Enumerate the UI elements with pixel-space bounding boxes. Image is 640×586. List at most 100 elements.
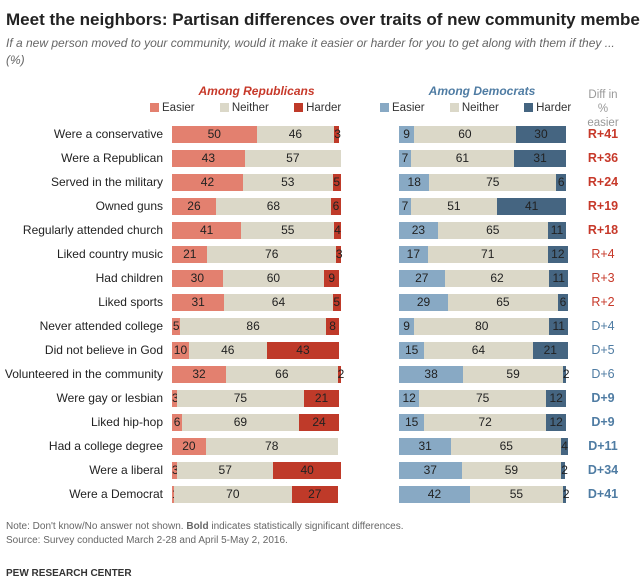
dem-neither-bar: 75 [429, 174, 557, 191]
rep-harder-bar: 43 [266, 342, 340, 359]
dem-harder-bar: 6 [557, 294, 568, 311]
dem-neither-bar: 59 [463, 366, 563, 383]
rep-neither-bar: 86 [180, 318, 326, 335]
legend-label: Easier [392, 102, 425, 114]
rep-easier-bar: 31 [172, 294, 225, 311]
dem-easier-bar: 15 [399, 414, 425, 431]
diff-value: R+2 [591, 295, 615, 309]
rep-neither-bar: 46 [256, 126, 335, 143]
dem-neither-bar: 71 [427, 246, 548, 263]
row-label: Were a Republican [61, 151, 163, 165]
rep-harder-bar: 21 [303, 390, 340, 407]
note-bold: Bold [186, 521, 209, 532]
dem-neither-bar: 64 [424, 342, 533, 359]
diff-value: D+6 [591, 367, 615, 381]
row-label: Liked hip-hop [90, 415, 163, 429]
rep-harder-bar: 3 [334, 126, 341, 143]
rep-neither-bar: 57 [244, 150, 341, 167]
row-label: Had a college degree [48, 439, 163, 453]
legend-swatch [219, 103, 229, 112]
legend-rep: Easier Neither Harder [150, 102, 341, 114]
dem-neither-bar: 75 [419, 390, 547, 407]
dem-easier-bar: 7 [399, 198, 411, 215]
row-label: Never attended college [39, 319, 163, 333]
dem-easier-bar: 23 [399, 222, 438, 239]
diff-value: R+3 [591, 271, 615, 285]
rep-easier-bar: 50 [172, 126, 257, 143]
rep-harder-bar: 24 [298, 414, 340, 431]
dem-harder-bar: 41 [497, 198, 567, 215]
note-text: indicates statistically significant diff… [208, 521, 404, 532]
dem-easier-bar: 17 [399, 246, 428, 263]
source: Source: Survey conducted March 2-28 and … [6, 535, 288, 546]
diff-value: R+36 [587, 151, 619, 165]
rep-neither-bar: 69 [182, 414, 299, 431]
row-label: Liked sports [98, 295, 163, 309]
diff-value: D+9 [591, 415, 615, 429]
dem-easier-bar: 9 [399, 318, 415, 335]
rep-neither-bar: 66 [226, 366, 338, 383]
rep-easier-bar: 10 [172, 342, 189, 359]
legend-label: Neither [461, 102, 499, 114]
dem-easier-bar: 37 [399, 462, 462, 479]
dem-neither-bar: 62 [444, 270, 550, 287]
rep-neither-bar: 60 [222, 270, 325, 287]
rep-neither-bar: 57 [177, 462, 274, 479]
dem-harder-bar: 2 [562, 486, 570, 503]
legend-label: Easier [162, 102, 195, 114]
dem-harder-bar: 31 [513, 150, 567, 167]
rep-harder-bar: 27 [291, 486, 338, 503]
chart-title: Meet the neighbors: Partisan differences… [6, 10, 640, 29]
rep-neither-bar: 78 [205, 438, 338, 455]
dem-easier-bar: 29 [399, 294, 448, 311]
row-label: Had children [95, 271, 163, 285]
rep-harder-bar: 4 [334, 222, 341, 239]
dem-neither-bar: 59 [461, 462, 562, 479]
row-label: Liked country music [56, 247, 163, 261]
chart-subtitle: If a new person moved to your community,… [6, 36, 615, 67]
dem-neither-bar: 65 [448, 294, 558, 311]
rep-harder-bar: 2 [337, 366, 345, 383]
rep-easier-bar: 30 [172, 270, 223, 287]
dem-easier-bar: 15 [399, 342, 425, 359]
rep-neither-bar: 68 [215, 198, 331, 215]
rep-neither-bar: 70 [173, 486, 292, 503]
dem-easier-bar: 42 [399, 486, 470, 503]
rep-neither-bar: 75 [177, 390, 304, 407]
row-label: Owned guns [95, 199, 163, 213]
dem-harder-bar: 11 [549, 270, 568, 287]
dem-harder-bar: 21 [532, 342, 568, 359]
dem-easier-bar: 31 [399, 438, 452, 455]
rep-harder-bar: 3 [335, 246, 343, 263]
rep-easier-bar: 3 [172, 462, 179, 479]
rep-harder-bar: 5 [332, 174, 341, 191]
row-label: Served in the military [50, 175, 163, 189]
dem-neither-bar: 51 [410, 198, 498, 215]
dem-neither-bar: 55 [469, 486, 563, 503]
dem-harder-bar: 12 [547, 246, 568, 263]
rep-easier-bar: 5 [172, 318, 181, 335]
rep-neither-bar: 76 [207, 246, 336, 263]
rep-easier-bar: 43 [172, 150, 245, 167]
dem-harder-bar: 11 [549, 318, 568, 335]
diff-value: D+9 [591, 391, 615, 405]
diff-value: R+24 [587, 175, 619, 189]
legend-dem: Easier Neither Harder [380, 102, 571, 114]
row-label: Were gay or lesbian [56, 391, 164, 405]
diff-value: D+11 [588, 439, 618, 453]
legend-label: Neither [231, 102, 269, 114]
rep-easier-bar: 3 [172, 390, 179, 407]
row-label: Regularly attended church [22, 223, 163, 237]
dem-harder-bar: 11 [547, 222, 567, 239]
dem-neither-bar: 60 [414, 126, 516, 143]
dem-neither-bar: 72 [424, 414, 547, 431]
dem-easier-bar: 18 [399, 174, 430, 191]
dem-easier-bar: 12 [399, 390, 420, 407]
rep-harder-bar: 40 [273, 462, 341, 479]
dem-harder-bar: 6 [556, 174, 567, 191]
dem-harder-bar: 2 [561, 462, 568, 479]
rep-neither-bar: 55 [241, 222, 335, 239]
dem-neither-bar: 80 [414, 318, 550, 335]
legend-swatch [294, 103, 304, 112]
diff-value: D+41 [587, 487, 619, 501]
